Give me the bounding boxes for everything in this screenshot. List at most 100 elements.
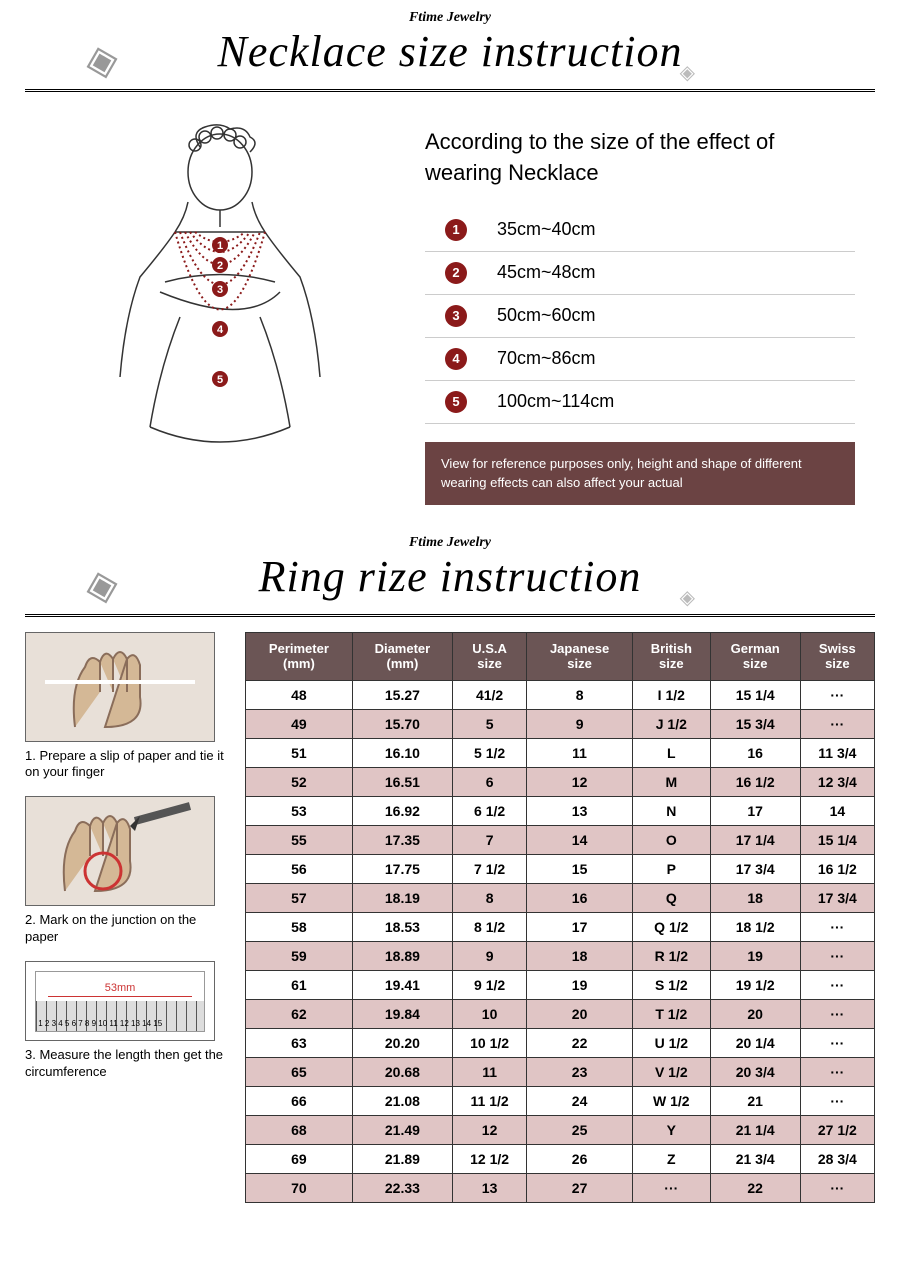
size-row: 350cm~60cm bbox=[425, 295, 855, 338]
table-header: Germansize bbox=[710, 632, 800, 680]
table-cell: 22.33 bbox=[352, 1173, 452, 1202]
table-cell: 20 1/4 bbox=[710, 1028, 800, 1057]
table-cell: ··· bbox=[800, 1057, 874, 1086]
ring-content: 1. Prepare a slip of paper and tie it on… bbox=[25, 632, 875, 1203]
table-cell: ··· bbox=[800, 999, 874, 1028]
table-row: 6520.681123V 1/220 3/4··· bbox=[246, 1057, 875, 1086]
necklace-content: 1 2 3 4 5 According to the size of the e… bbox=[25, 107, 875, 515]
necklace-figure: 1 2 3 4 5 bbox=[45, 117, 395, 497]
size-row: 245cm~48cm bbox=[425, 252, 855, 295]
table-cell: ··· bbox=[632, 1173, 710, 1202]
step-image bbox=[25, 632, 215, 742]
table-cell: 16 1/2 bbox=[800, 854, 874, 883]
size-badge: 1 bbox=[445, 219, 467, 241]
table-cell: 8 1/2 bbox=[452, 912, 526, 941]
svg-text:2: 2 bbox=[217, 260, 223, 272]
table-header: Britishsize bbox=[632, 632, 710, 680]
table-cell: 12 bbox=[527, 767, 633, 796]
table-cell: 8 bbox=[452, 883, 526, 912]
table-cell: 9 1/2 bbox=[452, 970, 526, 999]
table-cell: N bbox=[632, 796, 710, 825]
table-cell: 9 bbox=[452, 941, 526, 970]
svg-text:3: 3 bbox=[217, 284, 223, 296]
necklace-info: According to the size of the effect of w… bbox=[425, 117, 855, 505]
table-cell: 65 bbox=[246, 1057, 353, 1086]
table-row: 6821.491225Y21 1/427 1/2 bbox=[246, 1115, 875, 1144]
table-cell: 28 3/4 bbox=[800, 1144, 874, 1173]
step-text: 1. Prepare a slip of paper and tie it on… bbox=[25, 748, 225, 782]
svg-text:5: 5 bbox=[217, 374, 223, 386]
necklace-header: ◈ ◈ Ftime Jewelry Necklace size instruct… bbox=[25, 10, 875, 92]
table-cell: 15 3/4 bbox=[710, 709, 800, 738]
table-cell: 62 bbox=[246, 999, 353, 1028]
table-cell: 17 3/4 bbox=[710, 854, 800, 883]
table-row: 5316.926 1/213N1714 bbox=[246, 796, 875, 825]
table-cell: S 1/2 bbox=[632, 970, 710, 999]
table-cell: 20.68 bbox=[352, 1057, 452, 1086]
table-cell: 22 bbox=[710, 1173, 800, 1202]
table-cell: 69 bbox=[246, 1144, 353, 1173]
ring-header: ◈ ◈ Ftime Jewelry Ring rize instruction bbox=[25, 535, 875, 617]
table-cell: 15 bbox=[527, 854, 633, 883]
table-cell: 6 bbox=[452, 767, 526, 796]
table-cell: 19 bbox=[710, 941, 800, 970]
table-cell: 15.70 bbox=[352, 709, 452, 738]
table-cell: 19.41 bbox=[352, 970, 452, 999]
table-row: 5216.51612M16 1/212 3/4 bbox=[246, 767, 875, 796]
table-cell: 21 bbox=[710, 1086, 800, 1115]
table-row: 5918.89918R 1/219··· bbox=[246, 941, 875, 970]
table-cell: U 1/2 bbox=[632, 1028, 710, 1057]
table-cell: ··· bbox=[800, 970, 874, 999]
table-cell: 11 1/2 bbox=[452, 1086, 526, 1115]
table-row: 5718.19816Q1817 3/4 bbox=[246, 883, 875, 912]
table-cell: 66 bbox=[246, 1086, 353, 1115]
table-cell: 68 bbox=[246, 1115, 353, 1144]
table-cell: 59 bbox=[246, 941, 353, 970]
table-cell: 21 1/4 bbox=[710, 1115, 800, 1144]
step-image: 53mm 1 2 3 4 5 6 7 8 9 10 11 12 13 14 15 bbox=[25, 961, 215, 1041]
table-cell: 15 1/4 bbox=[710, 680, 800, 709]
table-cell: T 1/2 bbox=[632, 999, 710, 1028]
table-cell: 21.49 bbox=[352, 1115, 452, 1144]
table-cell: 61 bbox=[246, 970, 353, 999]
ring-step: 2. Mark on the junction on the paper bbox=[25, 796, 225, 946]
table-row: 6621.0811 1/224W 1/221··· bbox=[246, 1086, 875, 1115]
table-cell: 16 bbox=[710, 738, 800, 767]
table-cell: 18.19 bbox=[352, 883, 452, 912]
table-cell: 12 1/2 bbox=[452, 1144, 526, 1173]
size-badge: 4 bbox=[445, 348, 467, 370]
table-row: 5617.757 1/215P17 3/416 1/2 bbox=[246, 854, 875, 883]
table-cell: 18.53 bbox=[352, 912, 452, 941]
necklace-section: ◈ ◈ Ftime Jewelry Necklace size instruct… bbox=[0, 0, 900, 525]
table-cell: Z bbox=[632, 1144, 710, 1173]
table-cell: 20 bbox=[527, 999, 633, 1028]
table-cell: 19 bbox=[527, 970, 633, 999]
step-text: 2. Mark on the junction on the paper bbox=[25, 912, 225, 946]
diamond-icon: ◈ bbox=[680, 585, 695, 610]
table-cell: 41/2 bbox=[452, 680, 526, 709]
table-cell: 8 bbox=[527, 680, 633, 709]
table-cell: R 1/2 bbox=[632, 941, 710, 970]
table-cell: 12 bbox=[452, 1115, 526, 1144]
table-cell: 16 1/2 bbox=[710, 767, 800, 796]
table-cell: 24 bbox=[527, 1086, 633, 1115]
table-cell: 52 bbox=[246, 767, 353, 796]
table-row: 6921.8912 1/226Z21 3/428 3/4 bbox=[246, 1144, 875, 1173]
table-cell: 16.92 bbox=[352, 796, 452, 825]
table-header-row: Perimeter(mm)Diameter(mm)U.S.AsizeJapane… bbox=[246, 632, 875, 680]
step-text: 3. Measure the length then get the circu… bbox=[25, 1047, 225, 1081]
table-cell: 10 1/2 bbox=[452, 1028, 526, 1057]
table-cell: 11 bbox=[452, 1057, 526, 1086]
table-cell: 48 bbox=[246, 680, 353, 709]
ring-step: 53mm 1 2 3 4 5 6 7 8 9 10 11 12 13 14 15… bbox=[25, 961, 225, 1081]
table-cell: 57 bbox=[246, 883, 353, 912]
table-cell: 21.89 bbox=[352, 1144, 452, 1173]
table-row: 7022.331327···22··· bbox=[246, 1173, 875, 1202]
necklace-title: Necklace size instruction bbox=[25, 26, 875, 77]
table-cell: 7 bbox=[452, 825, 526, 854]
size-range: 50cm~60cm bbox=[497, 305, 596, 326]
table-cell: L bbox=[632, 738, 710, 767]
table-cell: 26 bbox=[527, 1144, 633, 1173]
table-cell: 70 bbox=[246, 1173, 353, 1202]
ring-title: Ring rize instruction bbox=[25, 551, 875, 602]
